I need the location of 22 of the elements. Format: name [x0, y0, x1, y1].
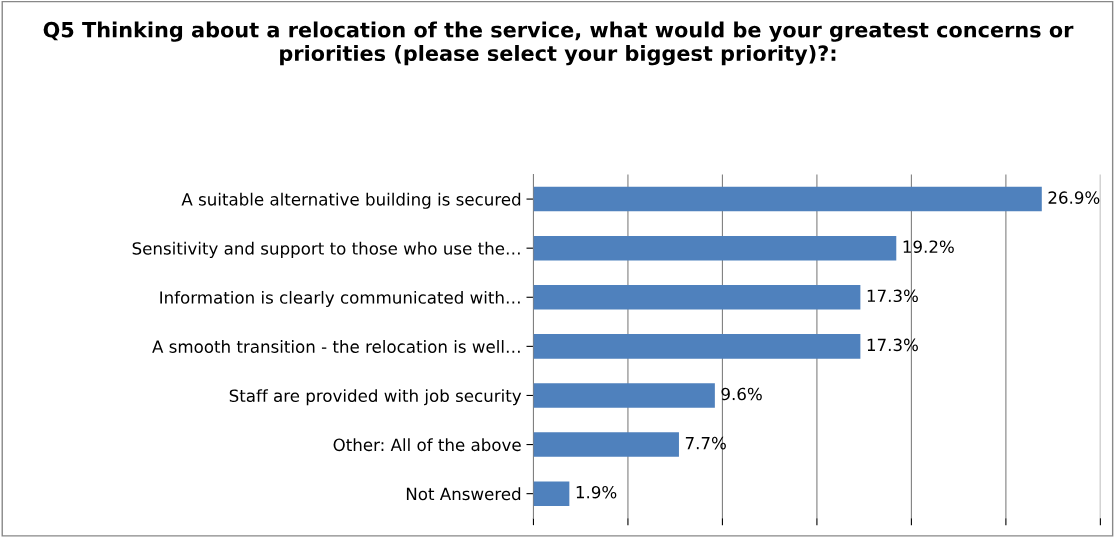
bar	[533, 284, 861, 310]
y-tick-label: Staff are provided with job security	[229, 389, 522, 406]
bar	[533, 383, 715, 408]
y-tick-label: Sensitivity and support to those who use the…	[132, 241, 520, 258]
data-label: 19.2%	[903, 240, 954, 254]
bar	[533, 235, 897, 261]
bar	[533, 334, 861, 359]
data-label: 9.6%	[721, 387, 762, 401]
bar	[533, 432, 679, 457]
y-tick-label: Other: All of the above	[333, 438, 521, 452]
data-label: 17.3%	[867, 289, 918, 303]
bar	[533, 186, 1042, 212]
data-label: 17.3%	[867, 338, 918, 352]
data-label: 1.9%	[576, 485, 617, 499]
y-tick-label: Not Answered	[406, 487, 521, 501]
y-tick-label: Information is clearly communicated with…	[160, 290, 520, 308]
bar	[533, 481, 570, 506]
chart-title: Q5 Thinking about a relocation of the service, what would be your greatest concerns or priorities (please select your biggest priority)?:	[43, 21, 1074, 66]
y-tick-label: A suitable alternative building is secured	[181, 192, 521, 209]
data-label: 26.9%	[1048, 191, 1100, 204]
data-label: 7.7%	[685, 436, 726, 450]
y-tick-label: A smooth transition - the relocation is well…	[152, 340, 520, 353]
